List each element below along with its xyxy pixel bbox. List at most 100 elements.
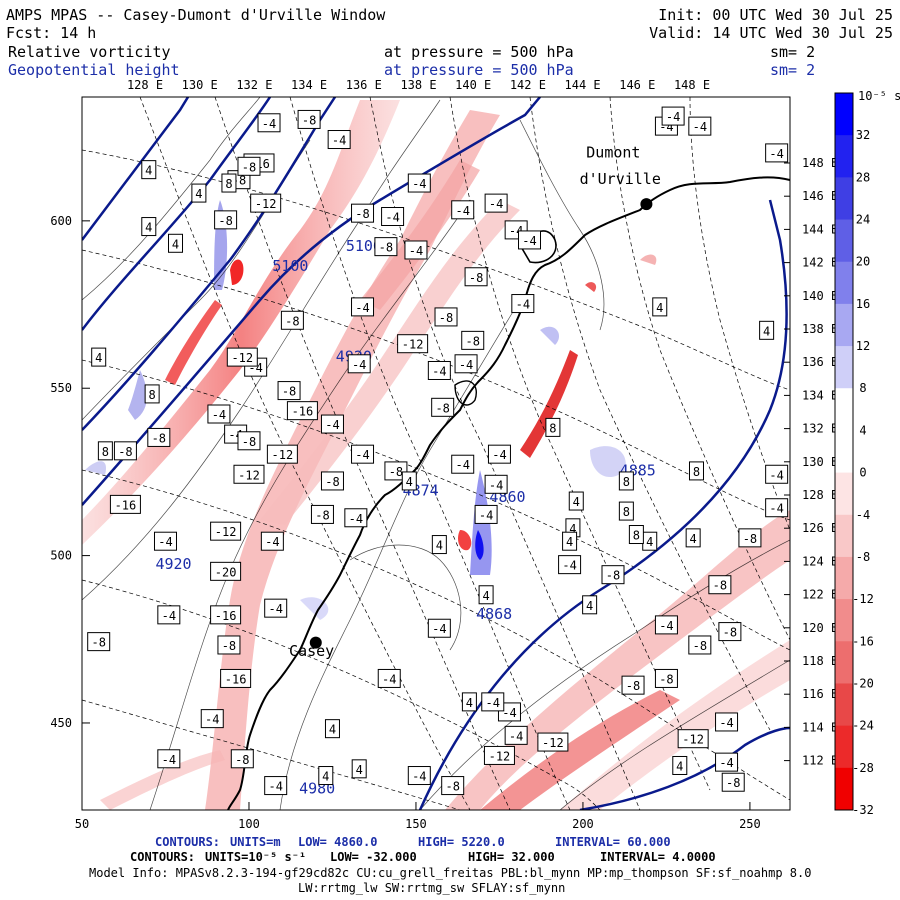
vorticity-label: -4 [268, 602, 282, 616]
vorticity-label: -8 [282, 385, 296, 399]
init-time: Init: 00 UTC Wed 30 Jul 25 [658, 6, 893, 24]
vorticity-label-box [237, 431, 261, 451]
latitude-label: 146 E [802, 189, 838, 203]
footer: CONTOURS: UNITS=m LOW= 4860.0 HIGH= 5220… [89, 835, 811, 895]
footer2-label: CONTOURS: [130, 850, 195, 864]
latlon-grid [82, 97, 790, 810]
colorbar-swatch [835, 472, 853, 516]
latitude-label: 142 E [802, 256, 838, 270]
colorbar: 10⁻⁵ s⁻¹ 32 28 24 20 16 12 8 4 0 -4 -8 -12 -16 -20 -24… [834, 89, 900, 817]
longitude-label: 136 E [346, 78, 382, 92]
vorticity-label: 4 [195, 187, 202, 201]
longitude-label: 146 E [619, 78, 655, 92]
vorticity-label: -4 [659, 619, 673, 633]
x-tick-label: 50 [75, 817, 89, 831]
vorticity-label: -8 [713, 579, 727, 593]
vorticity-label: -4 [265, 535, 279, 549]
longitude-labels: 128 E 130 E 132 E 134 E 136 E 138 E 140 E 142 E… [127, 78, 710, 92]
vorticity-label-box [264, 598, 288, 618]
vorticity-label-box [464, 267, 488, 287]
vorticity-label-box [200, 709, 224, 729]
station-name: Casey [289, 642, 334, 660]
vorticity-label-box [351, 203, 375, 223]
latitude-label: 144 E [802, 222, 838, 236]
vorticity-label-box [511, 294, 535, 314]
vorticity-labels: -4-8-8-164444-12-8-4-4-88-8-4-4-4-8-4-8-… [87, 106, 789, 796]
vorticity-label: 4 [690, 532, 697, 546]
vorticity-label: 4 [172, 237, 179, 251]
y-tick-label: 500 [50, 549, 72, 563]
colorbar-level: 28 [856, 170, 870, 184]
height-contour-label: 5100 [346, 237, 382, 255]
vorticity-label-box [427, 360, 451, 380]
colorbar-swatch [835, 430, 853, 474]
vorticity-label: 8 [623, 475, 630, 489]
vorticity-label: -8 [445, 780, 459, 794]
vorticity-label-box [484, 474, 508, 494]
vorticity-label-box [351, 759, 367, 779]
colorbar-level: -32 [852, 803, 874, 817]
vorticity-label-box [397, 334, 429, 354]
vorticity-label: -4 [205, 713, 219, 727]
vorticity-label-box [427, 618, 451, 638]
vorticity-label: 8 [623, 505, 630, 519]
colorbar-frame [834, 92, 854, 811]
footer2-interval: INTERVAL= 4.0000 [600, 850, 716, 864]
vorticity-label-box [157, 749, 181, 769]
vorticity-label: -4 [455, 458, 469, 472]
latitude-label: 128 E [802, 488, 838, 502]
vorticity-label-box [688, 461, 704, 481]
vorticity-label: 4 [573, 495, 580, 509]
vorticity-label-box [210, 561, 242, 581]
latitude-label: 148 E [802, 156, 838, 170]
vorticity-label: -8 [466, 334, 480, 348]
vorticity-label-box [377, 668, 401, 688]
longitude-label: 132 E [236, 78, 272, 92]
vorticity-label: -12 [255, 197, 277, 211]
height-contour-label: 5100 [272, 257, 308, 275]
vorticity-label: -4 [382, 672, 396, 686]
latitude-label: 130 E [802, 455, 838, 469]
longitude-label: 144 E [565, 78, 601, 92]
vorticity-label: -4 [492, 448, 506, 462]
field1-pressure: at pressure = 500 hPa [384, 43, 574, 61]
vorticity-label-box [250, 193, 282, 213]
vorticity-label: 4 [763, 324, 770, 338]
vorticity-label: 4 [95, 351, 102, 365]
vorticity-label-box [141, 217, 157, 237]
vorticity-label: -4 [412, 770, 426, 784]
vorticity-label: -8 [315, 508, 329, 522]
colorbar-level: -20 [852, 676, 874, 690]
vorticity-label-box [765, 143, 789, 163]
vorticity-label-box [97, 441, 113, 461]
vorticity-label: -12 [489, 749, 511, 763]
vorticity-label-box [661, 106, 685, 126]
station-labels: Dumont d'Urville Casey [289, 143, 661, 660]
colorbar-level: 16 [856, 297, 870, 311]
vorticity-label-box [320, 471, 344, 491]
vorticity-label: -4 [562, 559, 576, 573]
model-info: Model Info: MPASv8.2.3-194-gf29cd82c CU:… [89, 866, 811, 880]
vorticity-label-box [347, 354, 371, 374]
latitude-label: 134 E [802, 388, 838, 402]
vorticity-label: -4 [719, 716, 733, 730]
vorticity-label: -16 [115, 498, 137, 512]
vorticity-label: 4 [356, 763, 363, 777]
vorticity-label: 4 [656, 301, 663, 315]
latitude-label: 120 E [802, 621, 838, 635]
model-info-2: LW:rrtmg_lw SW:rrtmg_sw SFLAY:sf_mynn [298, 881, 565, 895]
colorbar-level: 12 [856, 339, 870, 353]
vorticity-label: -4 [516, 298, 530, 312]
vorticity-label: 4 [329, 723, 336, 737]
vorticity-label: 4 [646, 535, 653, 549]
vorticity-label: -4 [769, 468, 783, 482]
vorticity-label: 8 [149, 388, 156, 402]
vorticity-label: -8 [469, 271, 483, 285]
vorticity-label-box [715, 752, 739, 772]
vorticity-label: -4 [355, 448, 369, 462]
latitude-label: 140 E [802, 289, 838, 303]
vorticity-label-box [260, 531, 284, 551]
vorticity-label-box [351, 297, 375, 317]
colorbar-level: 0 [859, 466, 866, 480]
colorbar-level: -16 [852, 634, 874, 648]
